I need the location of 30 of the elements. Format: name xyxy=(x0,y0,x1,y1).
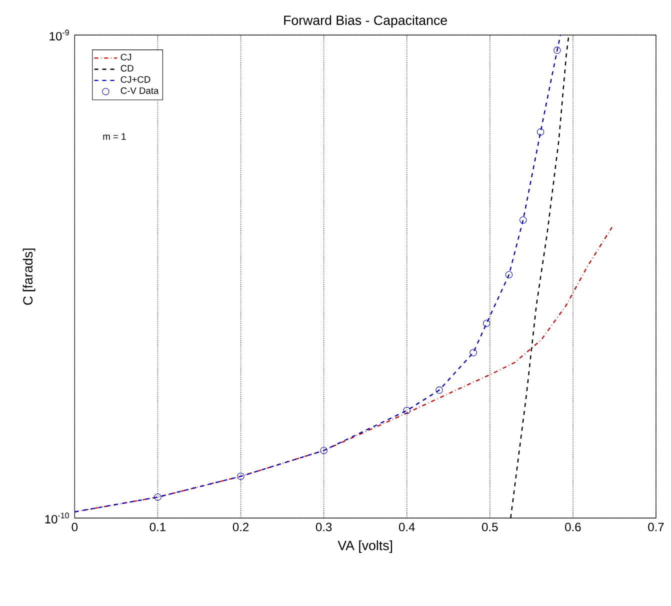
x-tick-label: 0 xyxy=(72,522,78,532)
point xyxy=(482,320,490,327)
point xyxy=(237,472,244,480)
x-tick-label: 0.1 xyxy=(150,522,166,532)
point xyxy=(536,128,544,136)
line-series xyxy=(74,35,562,512)
legend-label: CD xyxy=(120,65,134,72)
x-tick-label: 0.2 xyxy=(232,522,248,532)
x-tick-label: 0.3 xyxy=(316,522,332,532)
x-tick-label: 0.7 xyxy=(648,522,664,532)
x-tick-label: 0.6 xyxy=(565,522,581,532)
point xyxy=(505,271,513,278)
y-tick-label: 10$^{-9}$ xyxy=(50,30,69,40)
y-axis-title: C [farads] xyxy=(22,248,36,305)
point xyxy=(520,216,527,224)
point xyxy=(403,406,410,414)
point xyxy=(436,386,443,394)
point xyxy=(154,494,162,501)
annotation: m = 1 xyxy=(103,133,126,140)
x-tick-label: 0.5 xyxy=(482,522,498,532)
chart-title: Forward Bias - Capacitance xyxy=(284,15,447,28)
legend-label: CJ xyxy=(120,54,132,60)
legend-label: CJ+CD xyxy=(120,76,150,83)
point xyxy=(554,46,561,54)
y-tick-label: 10$^{-10}$ xyxy=(45,512,69,524)
point xyxy=(470,349,477,356)
x-tick-label: 0.4 xyxy=(398,522,415,532)
point xyxy=(320,446,328,454)
legend-label: C-V Data xyxy=(120,87,159,94)
x-axis-title: VA [volts] xyxy=(338,540,392,553)
